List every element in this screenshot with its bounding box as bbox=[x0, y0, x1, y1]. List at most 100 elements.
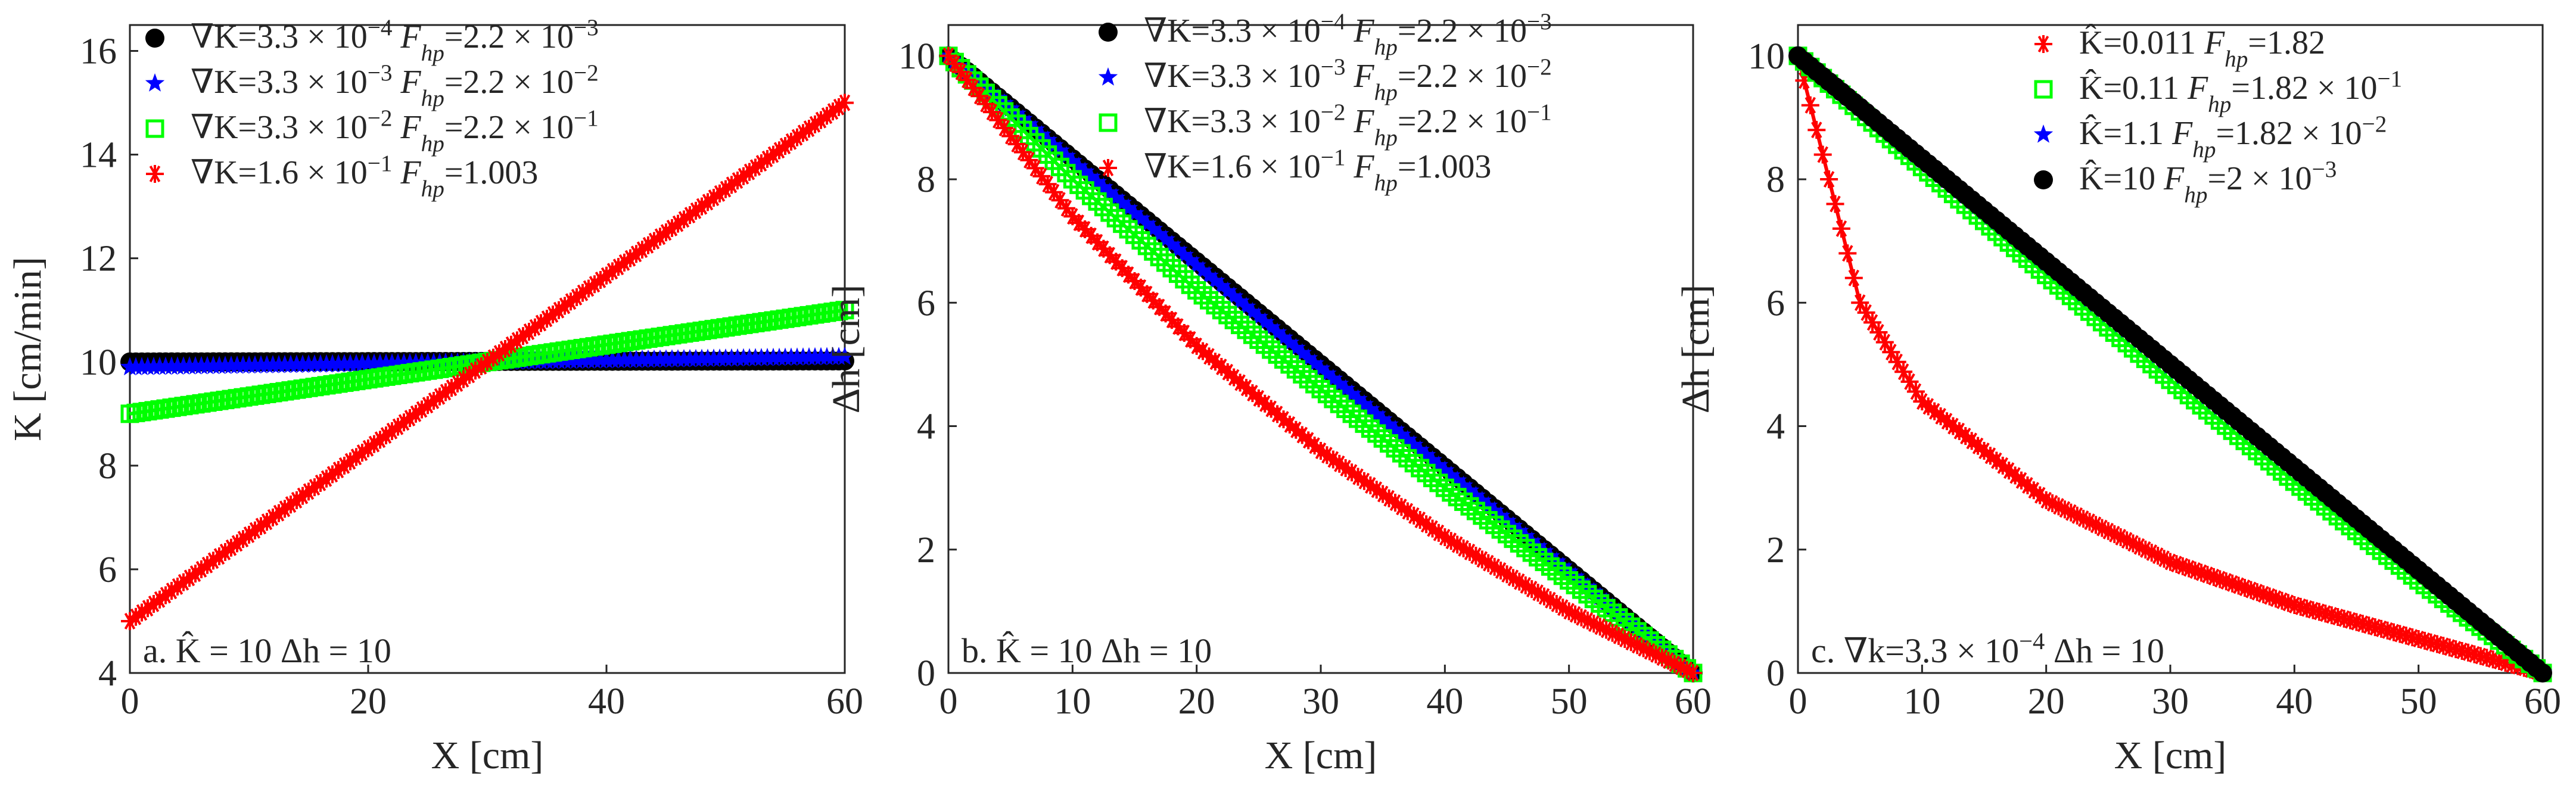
legend-entry: ∇K=3.3 × 10−3 Fhp=2.2 × 10−2 bbox=[1144, 54, 1552, 105]
legend-marker bbox=[145, 73, 165, 92]
data-point bbox=[2055, 500, 2074, 519]
data-point bbox=[693, 197, 711, 216]
legend-entry: K̂=1.1 Fhp=1.82 × 10−2 bbox=[2079, 111, 2387, 163]
data-point bbox=[1566, 575, 1585, 594]
data-point bbox=[1429, 523, 1448, 542]
data-point bbox=[976, 95, 995, 113]
data-point bbox=[1262, 340, 1281, 359]
data-point bbox=[2453, 641, 2471, 660]
data-point bbox=[1628, 636, 1647, 655]
data-point bbox=[1075, 181, 1094, 200]
data-point bbox=[1466, 485, 1486, 504]
data-point bbox=[651, 228, 669, 246]
data-point bbox=[1317, 363, 1337, 382]
data-point bbox=[1380, 489, 1398, 507]
data-point bbox=[1032, 139, 1051, 158]
data-point bbox=[2236, 579, 2254, 597]
x-axis-label: X [cm] bbox=[2114, 734, 2227, 777]
data-point bbox=[1975, 441, 1993, 460]
y-tick-label: 0 bbox=[917, 653, 935, 694]
data-point bbox=[1175, 270, 1194, 289]
data-point bbox=[2310, 603, 2328, 621]
data-point bbox=[2217, 572, 2235, 591]
data-point bbox=[818, 107, 836, 125]
data-point bbox=[1212, 276, 1231, 295]
text-run: hp bbox=[2225, 46, 2248, 72]
data-point bbox=[1504, 569, 1522, 587]
data-point bbox=[1472, 491, 1492, 509]
data-point bbox=[1330, 454, 1349, 473]
data-point bbox=[2161, 553, 2179, 571]
data-point bbox=[1231, 373, 1249, 392]
data-point bbox=[2471, 647, 2490, 665]
data-point bbox=[580, 279, 598, 298]
data-point bbox=[2484, 650, 2502, 669]
data-point bbox=[1616, 630, 1634, 649]
data-point bbox=[1634, 639, 1653, 657]
data-point bbox=[1324, 389, 1343, 409]
y-tick-label: 10 bbox=[80, 342, 117, 383]
x-tick-label: 40 bbox=[2276, 681, 2313, 722]
data-point bbox=[1888, 353, 1906, 371]
data-point bbox=[1355, 472, 1373, 490]
data-point bbox=[1168, 239, 1188, 258]
x-axis-label: X [cm] bbox=[431, 734, 544, 777]
data-point bbox=[945, 55, 964, 73]
text-run: F bbox=[1353, 148, 1374, 185]
text-run: F bbox=[400, 109, 421, 146]
data-point bbox=[294, 487, 312, 505]
data-point bbox=[1535, 587, 1553, 606]
text-run: F bbox=[2204, 24, 2225, 61]
data-point bbox=[461, 366, 478, 384]
data-point bbox=[2192, 563, 2211, 582]
text-run: −3 bbox=[368, 60, 393, 86]
data-point bbox=[139, 599, 157, 618]
data-point bbox=[1274, 328, 1293, 346]
data-point bbox=[1367, 424, 1386, 443]
data-point bbox=[538, 310, 556, 328]
data-point bbox=[958, 71, 976, 89]
legend-marker bbox=[2034, 80, 2053, 99]
data-point bbox=[1261, 317, 1281, 336]
data-point bbox=[1404, 454, 1423, 473]
text-run: F bbox=[1353, 58, 1374, 95]
text-run: =1.82 × 10 bbox=[2231, 70, 2377, 107]
text-run: =2.2 × 10 bbox=[1398, 103, 1527, 140]
data-point bbox=[1882, 343, 1900, 362]
data-point bbox=[204, 551, 222, 570]
text-run: =2.2 × 10 bbox=[444, 18, 574, 55]
data-point bbox=[1454, 492, 1473, 511]
data-point bbox=[1230, 291, 1250, 310]
data-point bbox=[1038, 175, 1057, 194]
data-point bbox=[2366, 618, 2384, 637]
data-point bbox=[639, 236, 657, 254]
data-point bbox=[216, 543, 234, 561]
data-point bbox=[1069, 175, 1088, 194]
data-point bbox=[1516, 538, 1535, 557]
data-point bbox=[1460, 497, 1479, 516]
text-run bbox=[1345, 58, 1354, 95]
data-point bbox=[1411, 511, 1429, 529]
data-point bbox=[2037, 491, 2055, 509]
data-point bbox=[312, 473, 329, 492]
data-point bbox=[2496, 653, 2515, 672]
data-point bbox=[2111, 528, 2130, 547]
legend-marker bbox=[1099, 159, 1117, 177]
data-point bbox=[1044, 151, 1063, 170]
data-point bbox=[1051, 157, 1069, 176]
text-run: =1.82 bbox=[2248, 24, 2325, 61]
legend-entry: ∇K=3.3 × 10−3 Fhp=2.2 × 10−2 bbox=[191, 60, 599, 111]
data-point bbox=[163, 582, 181, 600]
data-point bbox=[1268, 405, 1287, 423]
data-point bbox=[1553, 556, 1573, 575]
data-point bbox=[995, 119, 1013, 138]
data-point bbox=[1026, 133, 1045, 152]
data-point bbox=[2273, 591, 2291, 610]
data-point bbox=[800, 120, 818, 138]
data-point bbox=[1560, 571, 1579, 590]
data-point bbox=[2416, 631, 2434, 650]
data-point bbox=[1553, 566, 1572, 585]
data-point bbox=[1826, 195, 1844, 213]
data-point bbox=[1163, 311, 1181, 329]
